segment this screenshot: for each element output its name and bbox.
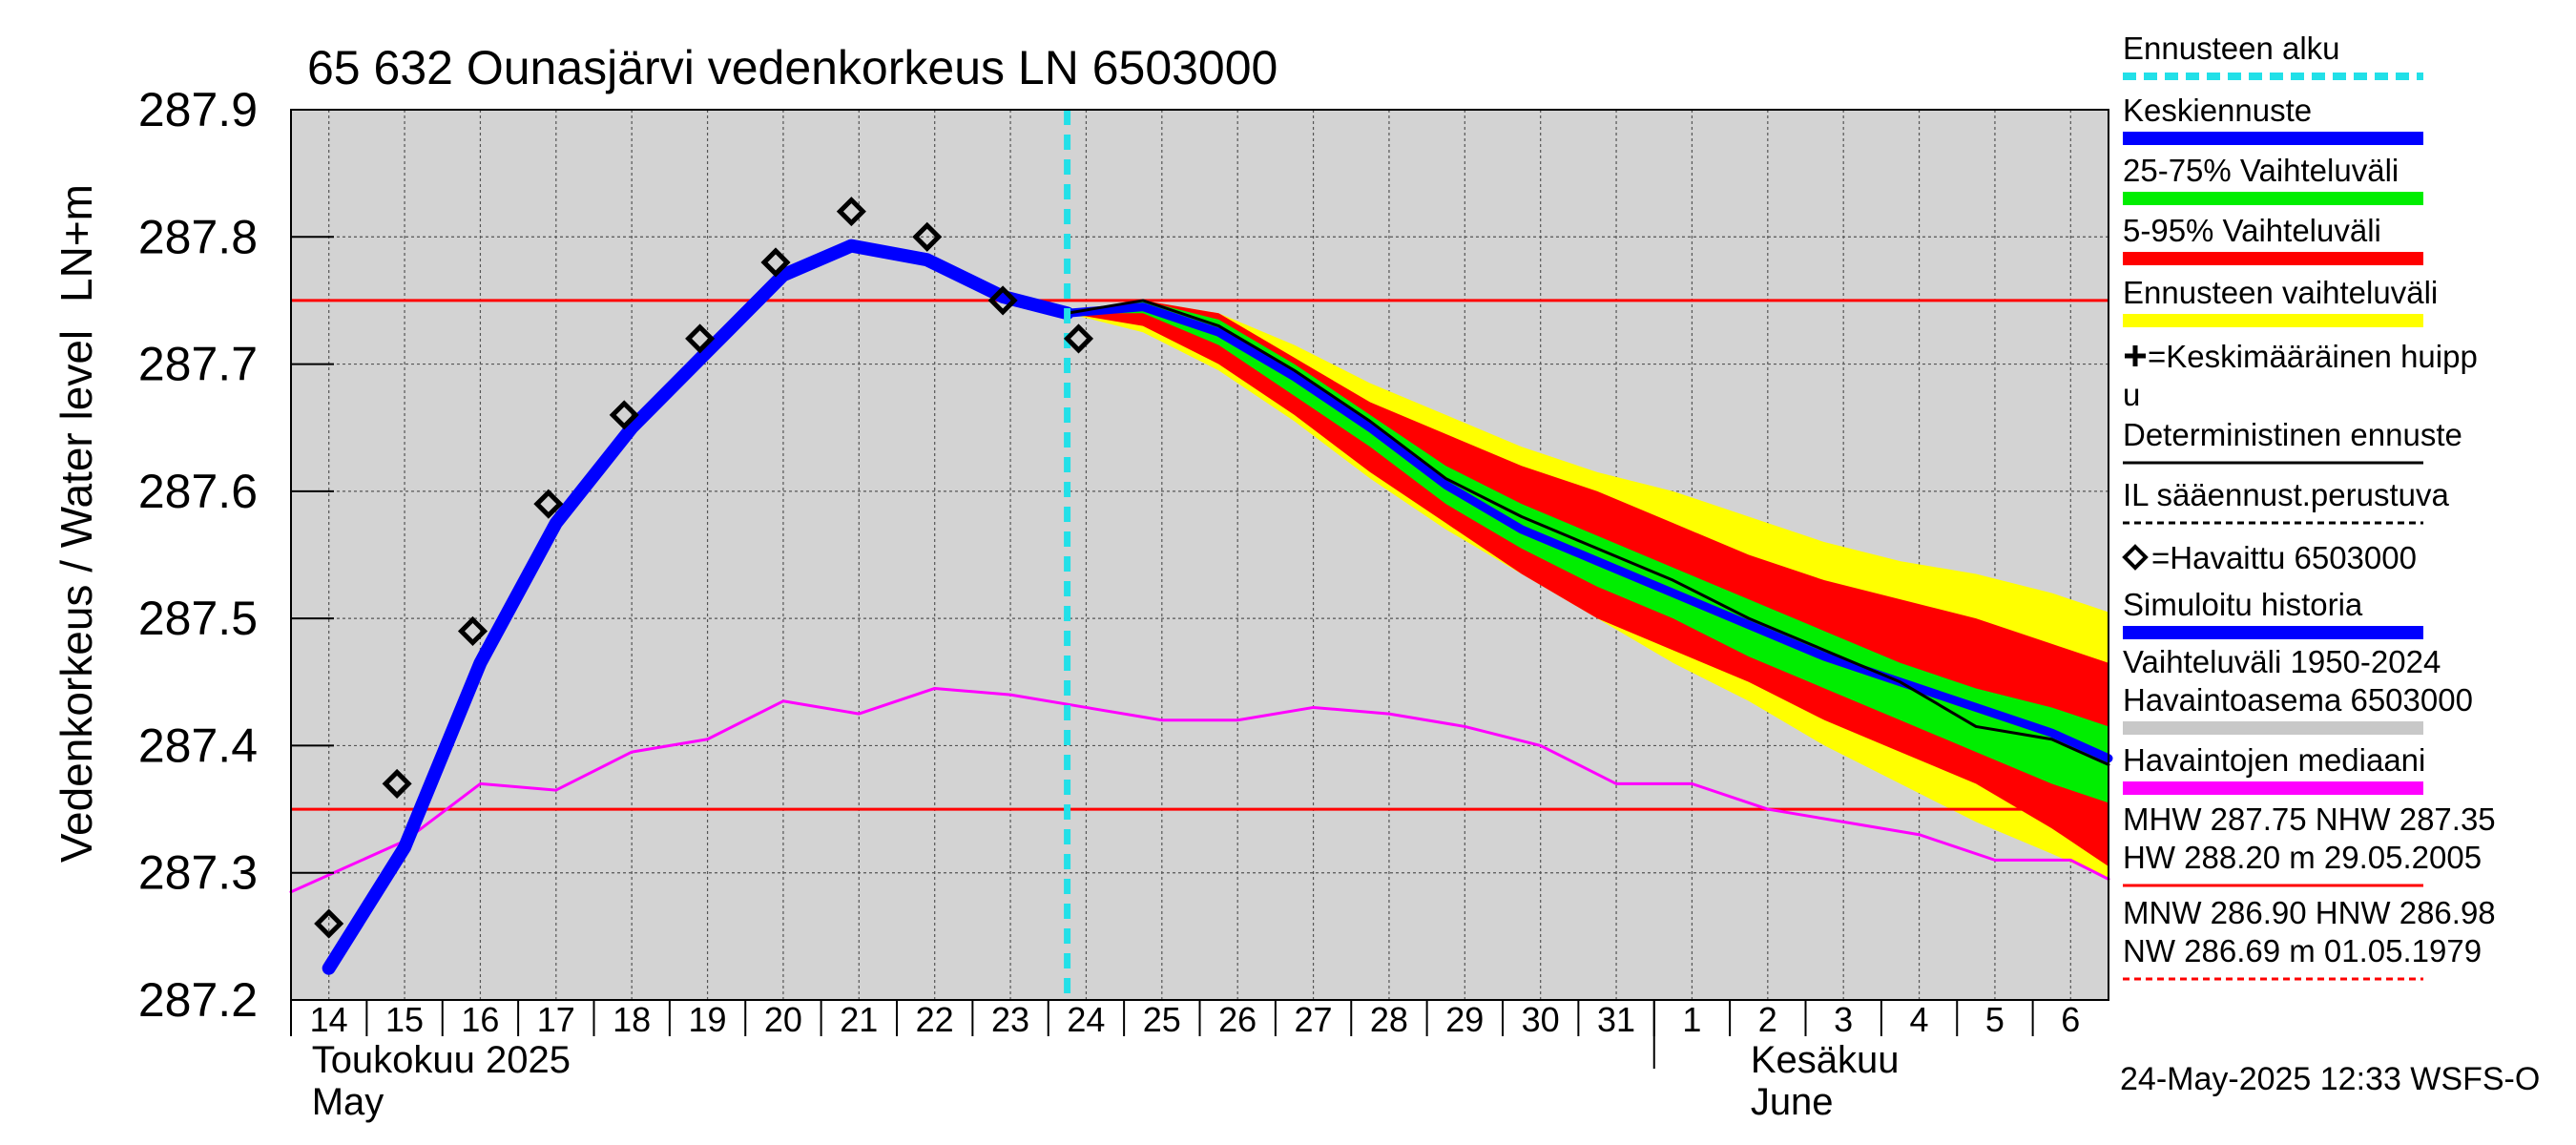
- x-tick-label: 14: [310, 1000, 348, 1039]
- mean-forecast-line: [1063, 302, 2113, 763]
- x-tick-label: 27: [1295, 1000, 1333, 1039]
- observed-point: [760, 247, 791, 278]
- legend-label: Ennusteen alku: [2123, 31, 2340, 66]
- x-tick-label: 21: [840, 1000, 878, 1039]
- legend-label: MHW 287.75 NHW 287.35: [2123, 802, 2496, 837]
- legend-label: Vaihteluväli 1950-2024: [2123, 644, 2441, 679]
- timestamp: 24-May-2025 12:33 WSFS-O: [2120, 1061, 2540, 1097]
- x-tick-label: 29: [1445, 1000, 1484, 1039]
- plot-frame: [290, 109, 2109, 1001]
- observed-point: [533, 489, 564, 519]
- legend-label-2: HW 288.20 m 29.05.2005: [2123, 840, 2482, 875]
- x-tick-label: 31: [1597, 1000, 1635, 1039]
- y-tick-label: 287.8: [138, 210, 258, 263]
- legend-label-2: u: [2123, 377, 2140, 412]
- y-tick-label: 287.4: [138, 718, 258, 772]
- simulated-history-line: [322, 239, 1074, 975]
- x-tick-label: 18: [613, 1000, 651, 1039]
- observed-point: [1063, 323, 1094, 354]
- legend: Ennusteen alku Keskiennuste 25-75% Vaihtel…: [2122, 31, 2496, 981]
- forecast-bands: [1067, 300, 2109, 880]
- observed-point: [609, 400, 639, 430]
- x-tick-label: 19: [689, 1000, 727, 1039]
- y-tick-label: 287.5: [138, 592, 258, 645]
- legend-label: Deterministinen ennuste: [2123, 417, 2462, 452]
- x-tick-label: 16: [461, 1000, 499, 1039]
- month-label-en: June: [1751, 1081, 1834, 1123]
- month-label-en: May: [312, 1081, 384, 1123]
- legend-label: =Keskimääräinen huipp: [2148, 339, 2478, 374]
- band-5-95: [1067, 300, 2109, 867]
- observed-point: [987, 285, 1018, 316]
- x-tick-label: 1: [1682, 1000, 1701, 1039]
- legend-label: 25-75% Vaihteluväli: [2123, 153, 2399, 188]
- legend-label: 5-95% Vaihteluväli: [2123, 213, 2381, 248]
- x-tick-label: 30: [1522, 1000, 1560, 1039]
- legend-label: Havaintojen mediaani: [2123, 742, 2425, 778]
- observed-point: [314, 908, 344, 939]
- x-tick-label: 20: [764, 1000, 802, 1039]
- legend-label: Simuloitu historia: [2123, 587, 2363, 622]
- y-axis-unit-label: LN+m: [52, 184, 101, 302]
- legend-label: Keskiennuste: [2123, 93, 2312, 128]
- x-tick-label: 22: [916, 1000, 954, 1039]
- x-tick-label: 4: [1910, 1000, 1929, 1039]
- median-line: [289, 686, 2110, 894]
- x-tick-label: 3: [1834, 1000, 1853, 1039]
- y-axis-label: Vedenkorkeus / Water level: [52, 330, 101, 863]
- x-tick-label: 23: [991, 1000, 1029, 1039]
- x-tick-label: 28: [1370, 1000, 1408, 1039]
- observed-point: [382, 768, 412, 799]
- series-lines: [289, 110, 2113, 1000]
- x-tick-label: 15: [385, 1000, 424, 1039]
- observed-point: [836, 197, 866, 227]
- observed-markers: [314, 197, 1094, 939]
- deterministic-forecast-line: [1066, 299, 2110, 766]
- x-tick-label: 2: [1758, 1000, 1777, 1039]
- legend-label: Ennusteen vaihteluväli: [2123, 275, 2438, 310]
- legend-label: =Havaittu 6503000: [2151, 540, 2417, 575]
- legend-label: IL sääennust.perustuva: [2123, 477, 2449, 512]
- legend-label: MNW 286.90 HNW 286.98: [2123, 895, 2496, 930]
- legend-label-2: NW 286.69 m 01.05.1979: [2123, 933, 2482, 968]
- legend-diamond-icon: [2122, 544, 2149, 571]
- observed-point: [685, 323, 716, 354]
- y-tick-label: 287.6: [138, 465, 258, 518]
- y-tick-label: 287.9: [138, 83, 258, 136]
- legend-label-2: Havaintoasema 6503000: [2123, 682, 2473, 718]
- axes: 287.2 287.3 287.4 287.5 287.6 287.7 287.8 287.9…: [138, 83, 2109, 1123]
- y-tick-label: 287.7: [138, 338, 258, 391]
- x-tick-label: 25: [1143, 1000, 1181, 1039]
- observed-point: [912, 221, 943, 252]
- observed-point: [457, 615, 488, 647]
- month-label-fi: Kesäkuu: [1751, 1039, 1900, 1081]
- month-label-fi: Toukokuu 2025: [312, 1039, 571, 1081]
- x-tick-label: 26: [1218, 1000, 1257, 1039]
- band-25-75: [1067, 300, 2109, 803]
- y-tick-label: 287.3: [138, 846, 258, 900]
- x-tick-label: 6: [2061, 1000, 2080, 1039]
- x-tick-label: 17: [537, 1000, 575, 1039]
- y-tick-label: 287.2: [138, 973, 258, 1027]
- chart-title: 65 632 Ounasjärvi vedenkorkeus LN 650300…: [307, 41, 1278, 94]
- x-tick-label: 5: [1985, 1000, 2005, 1039]
- x-tick-label: 24: [1067, 1000, 1105, 1039]
